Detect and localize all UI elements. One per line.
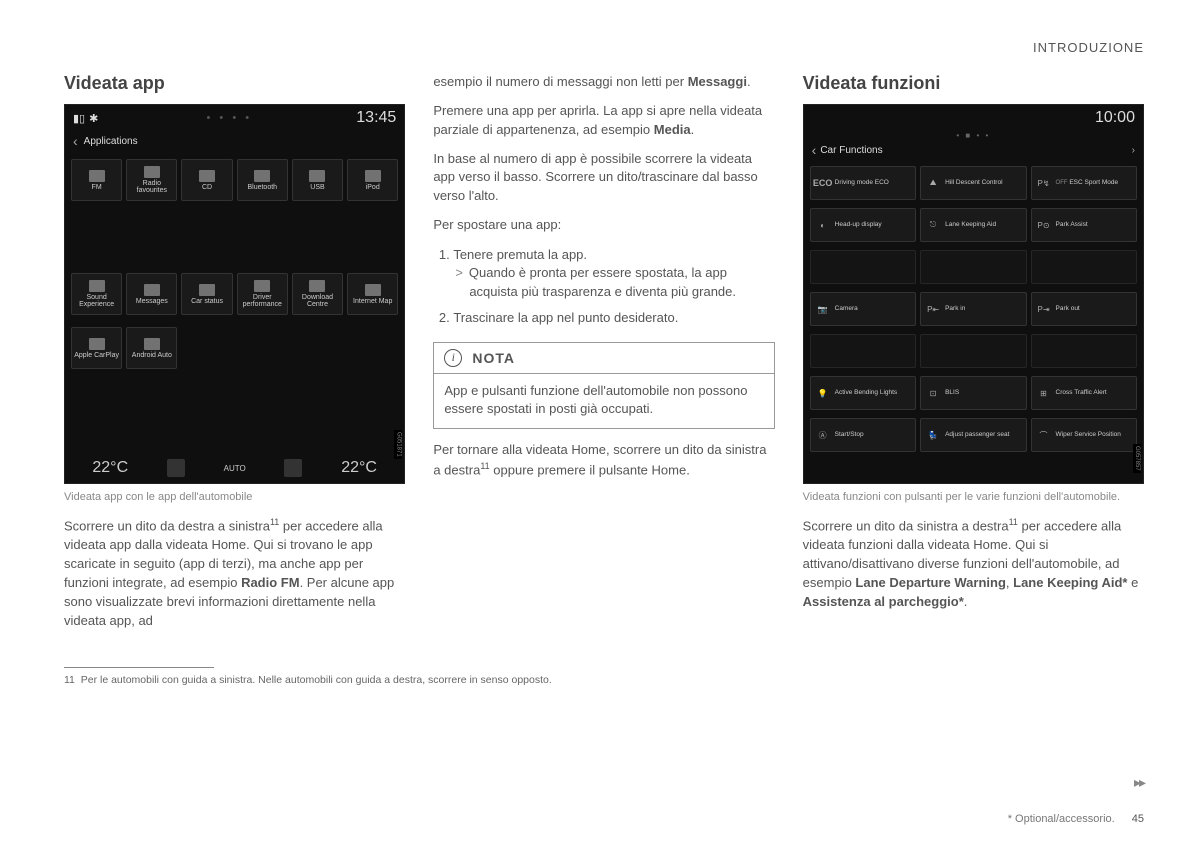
footer: * Optional/accessorio. 45 xyxy=(1008,813,1144,825)
footer-optional: * Optional/accessorio. xyxy=(1008,813,1115,825)
page: INTRODUZIONE Videata app ▮▯✱ • • • • 13:… xyxy=(0,0,1200,845)
footnote-ref: 11 xyxy=(480,461,489,471)
img-code: G057857 xyxy=(1133,444,1141,473)
col1-caption: Videata app con le app dell'automobile xyxy=(64,490,405,504)
function-cell: P⇤Park in xyxy=(920,292,1026,326)
col3-para: Scorrere un dito da sinistra a destra11 … xyxy=(803,516,1144,612)
function-cell: P↯OFF ESC Sport Mode xyxy=(1031,166,1137,200)
col1-para: Scorrere un dito da destra a sinistra11 … xyxy=(64,516,405,630)
app-cell: Sound Experience xyxy=(71,273,122,315)
footnote-rule xyxy=(64,667,214,668)
app-cell: CD xyxy=(181,159,232,201)
function-cell: ⊞Cross Traffic Alert xyxy=(1031,376,1137,410)
col2-p3: In base al numero di app è possibile sco… xyxy=(433,150,774,207)
app-cell: Internet Map xyxy=(347,273,398,315)
function-cell: ⒶStart/Stop xyxy=(810,418,916,452)
status-dots: • • • • xyxy=(207,112,253,124)
col-3: Videata funzioni 10:00 • ■ • • Car Funct… xyxy=(803,73,1144,641)
footnote: 11 Per le automobili con guida a sinistr… xyxy=(64,674,1144,686)
apps-grid-row2: Sound ExperienceMessagesCar statusDriver… xyxy=(65,267,404,321)
page-number: 45 xyxy=(1132,813,1144,825)
phone-status-bar: ▮▯✱ • • • • 13:45 xyxy=(65,105,404,131)
app-cell: Download Centre xyxy=(292,273,343,315)
apps-grid-row3: Apple CarPlayAndroid Auto xyxy=(65,321,404,375)
function-cell: ◐Head-up display xyxy=(810,208,916,242)
img-code: G051871 xyxy=(394,430,402,459)
col-1: Videata app ▮▯✱ • • • • 13:45 Applicatio… xyxy=(64,73,405,641)
nota-header: i NOTA xyxy=(434,343,773,374)
col2-p4: Per spostare una app: xyxy=(433,216,774,235)
function-cell: P⊙Park Assist xyxy=(1031,208,1137,242)
col2-p5: Per tornare alla videata Home, scorrere … xyxy=(433,441,774,480)
seat-icon xyxy=(284,459,302,477)
auto-label: AUTO xyxy=(224,464,246,473)
function-cell: ⎋Lane Keeping Aid xyxy=(920,208,1026,242)
columns: Videata app ▮▯✱ • • • • 13:45 Applicatio… xyxy=(64,73,1144,641)
function-cell: ⛰Hill Descent Control xyxy=(920,166,1026,200)
info-icon: i xyxy=(444,349,462,367)
functions-grid: ECODriving mode ECO⛰Hill Descent Control… xyxy=(804,162,1143,456)
col-2: esempio il numero di messaggi non letti … xyxy=(433,73,774,641)
col2-p1: esempio il numero di messaggi non letti … xyxy=(433,73,774,92)
footnote-ref: 11 xyxy=(270,517,279,527)
function-cell: 💡Active Bending Lights xyxy=(810,376,916,410)
phone2-status: 10:00 xyxy=(804,105,1143,131)
function-cell: ⌒Wiper Service Position xyxy=(1031,418,1137,452)
temp-right: 22°C xyxy=(341,459,377,477)
app-cell: Radio favourites xyxy=(126,159,177,201)
phone-breadcrumb: Applications xyxy=(65,131,404,153)
temp-left: 22°C xyxy=(92,459,128,477)
steps-list: Tenere premuta la app. Quando è pronta p… xyxy=(433,245,774,328)
function-cell: ⊡BLIS xyxy=(920,376,1026,410)
app-cell: USB xyxy=(292,159,343,201)
app-cell: Android Auto xyxy=(126,327,177,369)
app-cell: Bluetooth xyxy=(237,159,288,201)
function-cell: ECODriving mode ECO xyxy=(810,166,916,200)
climate-bar: 22°C AUTO 22°C xyxy=(65,459,404,477)
col2-p2: Premere una app per aprirla. La app si a… xyxy=(433,102,774,140)
continued-icon: ▸▸ xyxy=(1134,774,1144,791)
step-1-sub: Quando è pronta per essere spostata, la … xyxy=(453,264,774,302)
nota-title: NOTA xyxy=(472,350,515,366)
seat-icon xyxy=(167,459,185,477)
app-cell: FM xyxy=(71,159,122,201)
app-cell: Apple CarPlay xyxy=(71,327,122,369)
phone-apps-screenshot: ▮▯✱ • • • • 13:45 Applications FMRadio f… xyxy=(64,104,405,484)
nota-body: App e pulsanti funzione dell'automobile … xyxy=(434,374,773,428)
chevron-right-icon: › xyxy=(1132,145,1135,156)
status-icons-left: ▮▯✱ xyxy=(73,112,102,125)
phone2-crumb: Car Functions › xyxy=(804,140,1143,162)
app-cell: Driver performance xyxy=(237,273,288,315)
step-2: Trascinare la app nel punto desiderato. xyxy=(453,308,774,328)
header-section: INTRODUZIONE xyxy=(64,40,1144,55)
apps-grid-row1: FMRadio favouritesCDBluetoothUSBiPod xyxy=(65,153,404,207)
function-cell: 📷Camera xyxy=(810,292,916,326)
nota-box: i NOTA App e pulsanti funzione dell'auto… xyxy=(433,342,774,429)
app-cell: Car status xyxy=(181,273,232,315)
col1-title: Videata app xyxy=(64,73,405,94)
status-time: 13:45 xyxy=(356,109,396,127)
col3-caption: Videata funzioni con pulsanti per le var… xyxy=(803,490,1144,504)
app-cell: Messages xyxy=(126,273,177,315)
phone-functions-screenshot: 10:00 • ■ • • Car Functions › ECODriving… xyxy=(803,104,1144,484)
footnote-ref: 11 xyxy=(1009,517,1018,527)
app-cell: iPod xyxy=(347,159,398,201)
col3-title: Videata funzioni xyxy=(803,73,1144,94)
step-1: Tenere premuta la app. Quando è pronta p… xyxy=(453,245,774,302)
function-cell: P⇥Park out xyxy=(1031,292,1137,326)
phone2-pager: • ■ • • xyxy=(804,131,1143,140)
function-cell: 💺Adjust passenger seat xyxy=(920,418,1026,452)
